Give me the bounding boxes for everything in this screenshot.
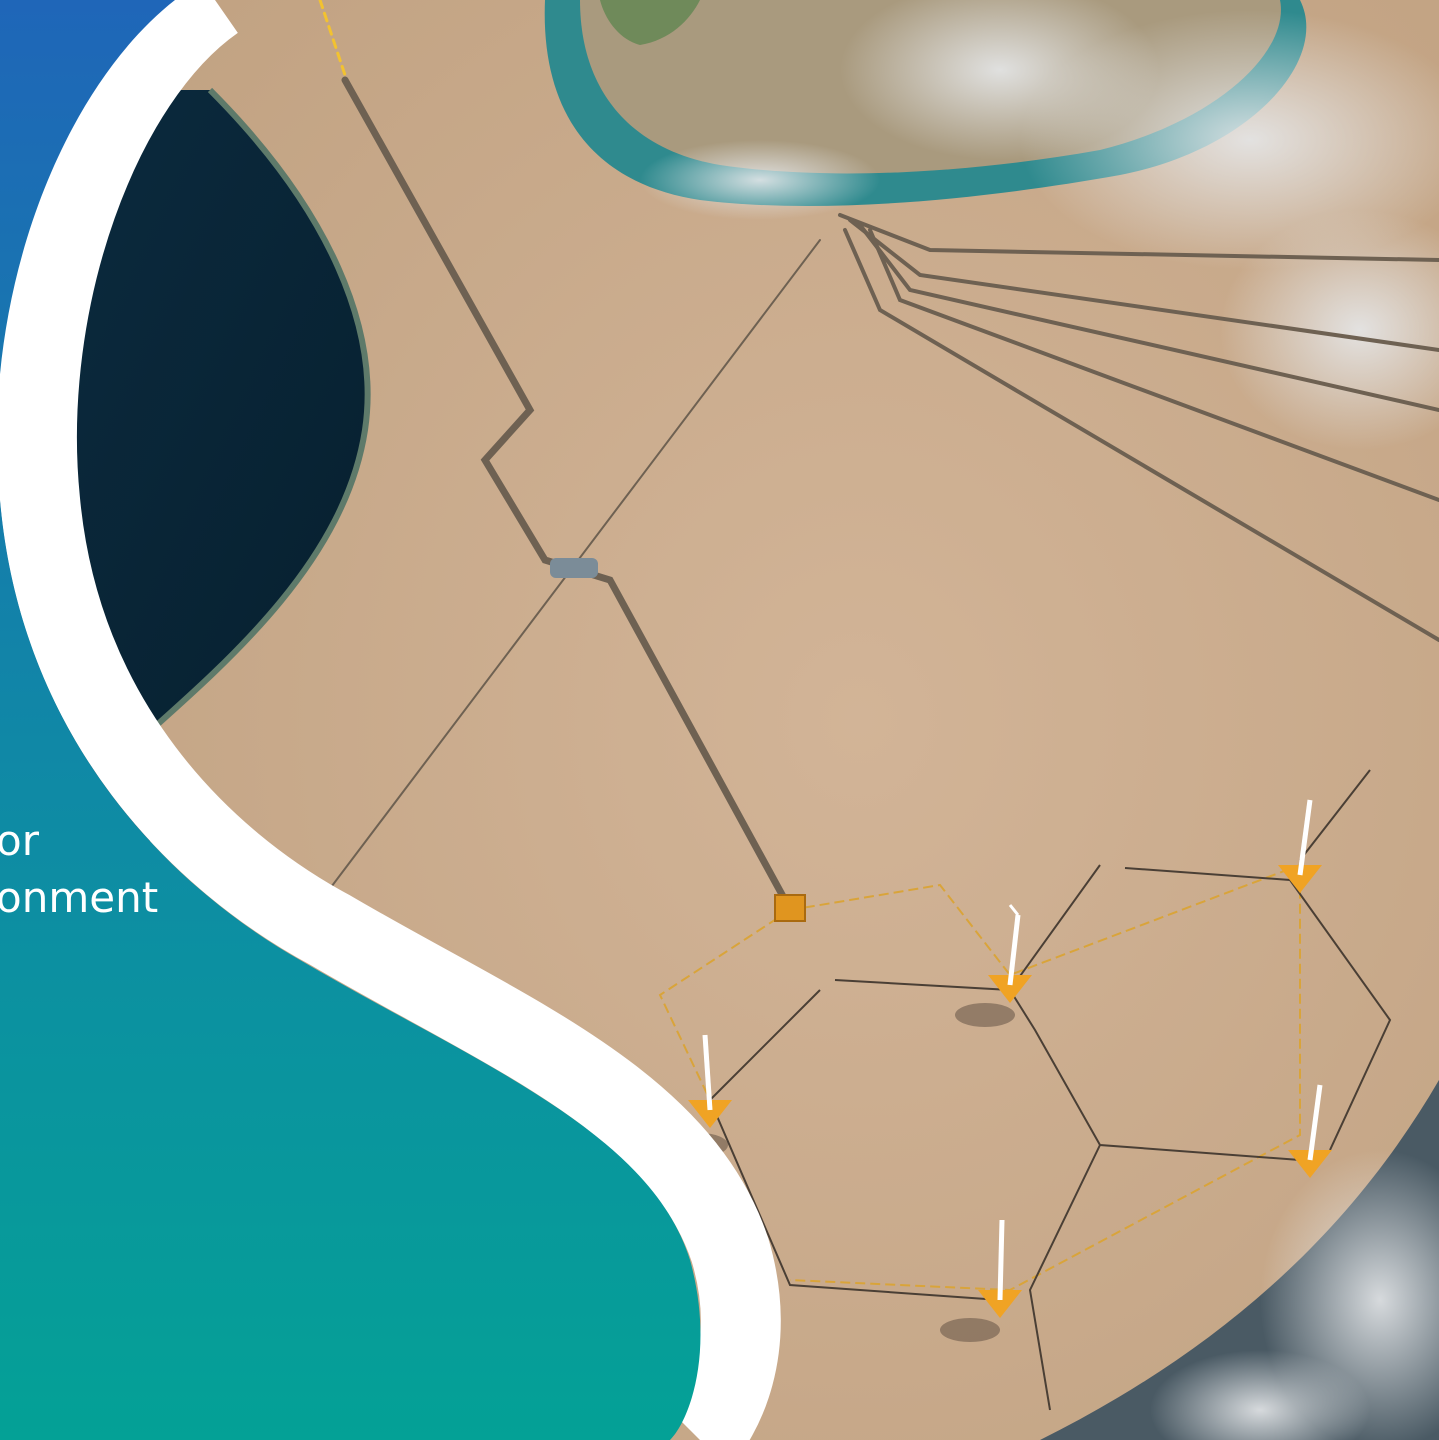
deep-water bbox=[60, 90, 368, 740]
vegetation bbox=[600, 0, 700, 45]
rock-dump bbox=[550, 558, 598, 578]
clouds bbox=[640, 0, 1439, 1440]
panel bbox=[0, 0, 701, 1440]
caption-line: or bbox=[0, 816, 40, 865]
white-band bbox=[0, 0, 781, 1440]
substation bbox=[774, 894, 806, 922]
trench-edge bbox=[138, 87, 371, 743]
caption-line: onment bbox=[0, 873, 158, 922]
cables bbox=[309, 0, 1439, 916]
